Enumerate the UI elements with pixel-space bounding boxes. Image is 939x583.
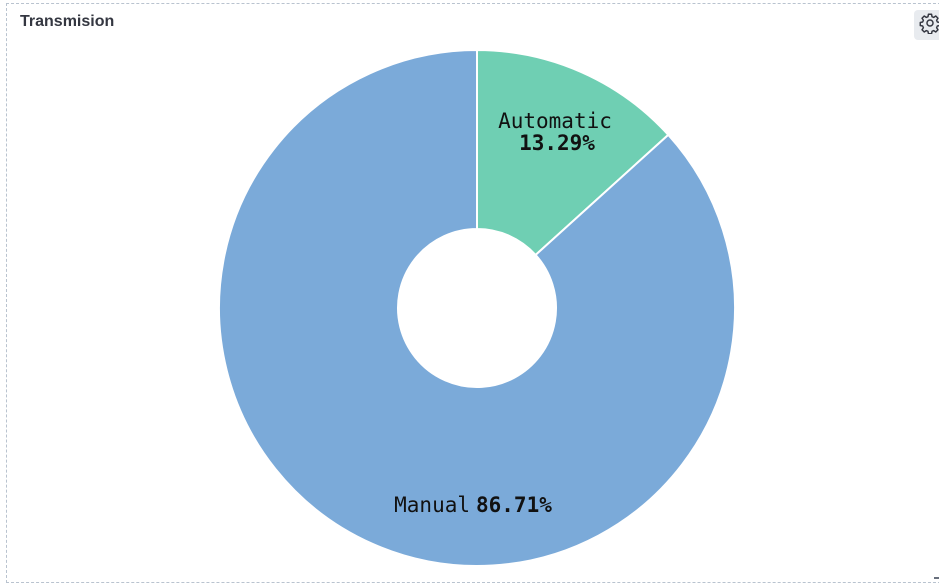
slice-value-automatic: 13.29% — [519, 131, 595, 155]
slice-label-manual: Manual — [394, 493, 470, 517]
resize-handle[interactable] — [934, 571, 939, 579]
slice-manual[interactable] — [218, 48, 736, 567]
slice-automatic[interactable] — [476, 48, 670, 257]
panel-title: Transmision — [20, 13, 115, 30]
slice-label-automatic: Automatic — [498, 109, 612, 133]
gear-icon — [919, 12, 939, 39]
slice-value-manual: 86.71% — [476, 493, 552, 517]
panel-settings-button[interactable] — [914, 10, 939, 40]
